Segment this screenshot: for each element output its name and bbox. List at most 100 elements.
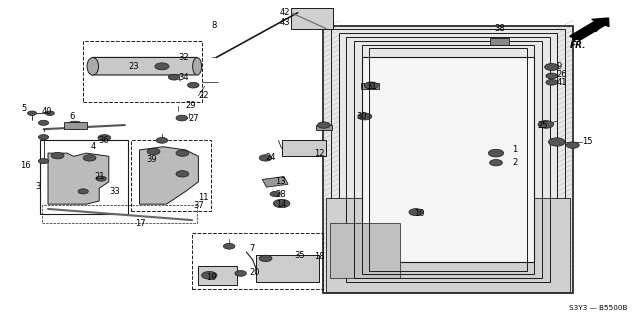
Circle shape	[409, 209, 423, 216]
Bar	[362, 57, 534, 262]
Circle shape	[273, 199, 290, 208]
Circle shape	[38, 135, 49, 140]
Text: 21: 21	[94, 172, 104, 181]
Bar	[354, 41, 542, 278]
Bar	[361, 83, 379, 89]
Ellipse shape	[193, 57, 202, 75]
Bar	[323, 26, 573, 293]
Text: 24: 24	[266, 153, 276, 162]
Circle shape	[490, 160, 502, 166]
Bar	[256, 255, 319, 282]
Text: 14: 14	[276, 200, 287, 209]
Circle shape	[176, 150, 189, 156]
Circle shape	[38, 159, 49, 164]
Text: 25: 25	[538, 121, 548, 130]
Text: 8: 8	[212, 21, 217, 30]
Circle shape	[488, 149, 504, 157]
Bar	[40, 140, 128, 214]
Polygon shape	[90, 57, 197, 75]
Circle shape	[364, 82, 378, 89]
Circle shape	[78, 189, 88, 194]
Text: 35: 35	[294, 251, 305, 260]
Text: 39: 39	[147, 155, 157, 164]
Bar	[331, 29, 565, 290]
Text: 29: 29	[186, 101, 196, 110]
Polygon shape	[140, 147, 198, 204]
Circle shape	[202, 271, 217, 279]
Text: 32: 32	[178, 53, 189, 62]
Text: 33: 33	[109, 187, 120, 196]
FancyArrow shape	[570, 18, 609, 40]
Bar	[262, 176, 288, 187]
Text: 22: 22	[198, 91, 209, 100]
Bar	[64, 122, 87, 129]
Text: 42: 42	[280, 8, 290, 17]
Circle shape	[358, 113, 372, 120]
Bar	[362, 45, 534, 274]
Text: 23: 23	[128, 63, 139, 71]
Polygon shape	[48, 153, 109, 204]
Circle shape	[98, 135, 111, 141]
Circle shape	[83, 155, 96, 161]
Circle shape	[259, 255, 272, 262]
Text: 5: 5	[22, 104, 27, 113]
Bar	[131, 140, 211, 211]
Text: 9: 9	[557, 63, 562, 71]
Bar	[369, 48, 527, 271]
Text: 34: 34	[178, 73, 189, 82]
Circle shape	[546, 79, 557, 85]
Bar	[198, 266, 237, 285]
Text: 41: 41	[557, 78, 567, 87]
Circle shape	[235, 271, 246, 276]
Text: 12: 12	[314, 149, 324, 158]
Text: 16: 16	[20, 161, 31, 170]
Circle shape	[538, 121, 554, 128]
Ellipse shape	[87, 57, 99, 75]
Text: 20: 20	[250, 268, 260, 277]
Text: 37: 37	[193, 201, 204, 210]
Text: 30: 30	[356, 112, 367, 121]
Circle shape	[67, 121, 83, 130]
Text: 17: 17	[136, 219, 146, 228]
Text: 31: 31	[366, 82, 376, 91]
Circle shape	[270, 191, 280, 197]
Circle shape	[548, 138, 565, 146]
Text: 3: 3	[36, 182, 41, 191]
Circle shape	[156, 137, 168, 143]
Text: 15: 15	[582, 137, 593, 146]
Text: S3Y3 — B5500B: S3Y3 — B5500B	[569, 305, 627, 311]
Bar	[42, 205, 197, 223]
Bar	[83, 41, 202, 102]
Text: 18: 18	[314, 252, 324, 261]
Circle shape	[223, 243, 235, 249]
Bar	[346, 37, 550, 282]
Circle shape	[188, 82, 199, 88]
Circle shape	[491, 37, 508, 46]
Bar	[339, 33, 557, 286]
Text: 11: 11	[198, 193, 209, 202]
Bar	[326, 198, 570, 292]
Circle shape	[546, 73, 557, 79]
Text: 40: 40	[42, 107, 52, 116]
Text: 27: 27	[189, 114, 200, 122]
Circle shape	[317, 122, 330, 128]
Text: FR.: FR.	[570, 41, 586, 50]
Text: 6: 6	[69, 112, 74, 121]
Text: 38: 38	[494, 24, 504, 33]
Bar	[316, 125, 332, 130]
Circle shape	[259, 155, 272, 161]
Circle shape	[51, 152, 64, 159]
Text: 4: 4	[90, 142, 95, 151]
Circle shape	[147, 148, 160, 155]
Text: 10: 10	[414, 209, 424, 218]
Text: 7: 7	[250, 244, 255, 253]
Circle shape	[28, 111, 36, 115]
Bar	[330, 223, 400, 278]
Text: 19: 19	[206, 273, 216, 282]
Text: 2: 2	[512, 158, 517, 167]
Circle shape	[38, 120, 49, 125]
Circle shape	[45, 111, 54, 115]
Text: 43: 43	[280, 18, 290, 27]
Text: 13: 13	[275, 177, 286, 186]
Circle shape	[155, 63, 169, 70]
